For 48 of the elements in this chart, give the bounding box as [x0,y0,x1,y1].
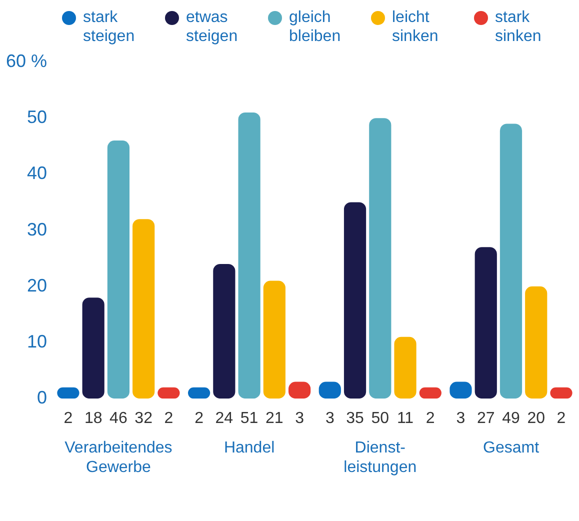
y-tick-label: 50 [26,107,48,128]
data-label: 20 [527,410,546,428]
legend-label: leicht sinken [392,8,440,46]
bar [369,118,392,399]
bar [213,264,236,399]
x-tick-label: Verarbeitendes Gewerbe [64,440,172,476]
bar [132,219,155,399]
bar [474,247,497,399]
data-label: 2 [426,410,435,428]
bar [107,140,130,399]
data-label: 35 [346,410,364,428]
legend-label: etwas steigen [186,8,239,46]
data-label: 46 [110,410,128,428]
data-label: 2 [556,410,566,428]
data-label: 3 [295,410,304,428]
y-tick-label: 10 [26,331,48,352]
data-label: 2 [194,410,204,428]
bar [263,280,286,399]
x-tick-label: Handel [224,440,275,457]
bar [344,202,366,399]
legend-label: stark sinken [495,8,542,46]
data-label: 32 [134,410,153,428]
x-tick-label: Gesamt [482,440,540,457]
data-label: 2 [164,410,174,428]
data-label: 21 [266,410,284,428]
bar [500,124,522,399]
legend-label: gleich bleiben [289,8,342,46]
data-label: 50 [371,410,390,428]
x-tick-label: Dienst- leistungen [344,440,417,476]
y-tick-label: 20 [26,275,48,296]
y-tick-label: 0 [37,388,48,408]
y-tick-label: 40 [26,163,48,184]
legend-label: stark steigen [83,8,136,46]
bar [238,112,260,399]
data-label: 11 [396,410,414,428]
bar [394,336,416,399]
data-label: 3 [456,410,466,428]
bar [525,286,548,399]
data-label: 3 [325,410,334,428]
data-label: 24 [215,410,234,428]
data-label: 2 [64,410,73,428]
data-label: 27 [476,410,495,428]
data-label: 18 [84,410,102,428]
y-tick-label: 60 % [6,50,48,71]
data-label: 49 [502,410,520,428]
y-tick-label: 30 [26,219,48,240]
bar [82,298,104,399]
data-label: 51 [240,410,258,428]
